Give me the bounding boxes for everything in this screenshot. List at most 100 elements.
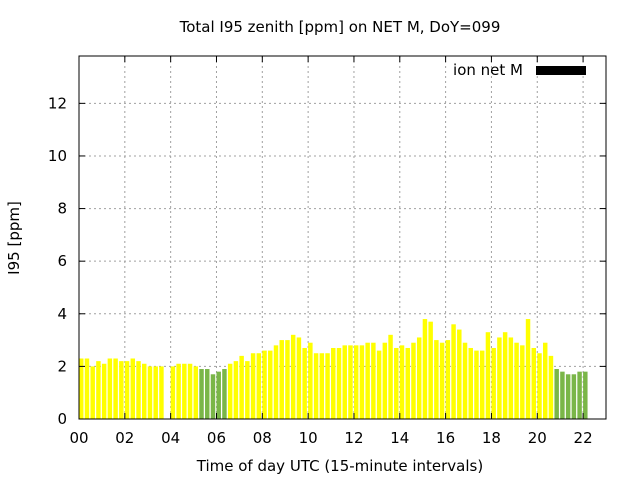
bar (331, 347, 336, 419)
bar (583, 371, 588, 419)
chart-grid (79, 56, 606, 419)
bar (107, 358, 113, 419)
chart-bars (79, 319, 588, 419)
bar (313, 353, 319, 419)
bar (542, 342, 548, 419)
y-tick-label: 8 (57, 200, 67, 218)
bar (182, 363, 187, 419)
bar (159, 366, 164, 419)
bar (502, 332, 508, 419)
bar (571, 374, 577, 419)
bar (411, 342, 416, 419)
bar (193, 366, 199, 419)
y-tick-label: 4 (57, 305, 67, 323)
bar (462, 342, 468, 419)
bar (176, 363, 181, 419)
bar (560, 371, 565, 419)
bar (382, 342, 388, 419)
bar (548, 355, 554, 419)
bar (290, 334, 296, 419)
legend-swatch (536, 66, 586, 75)
bar (388, 334, 393, 419)
bar (319, 353, 325, 419)
bar (250, 353, 256, 419)
bar (508, 337, 514, 419)
bar (348, 345, 353, 419)
bar (268, 350, 273, 419)
x-tick-label: 16 (436, 429, 455, 447)
y-tick-label: 0 (57, 410, 67, 428)
x-tick-label: 08 (253, 429, 272, 447)
bar (445, 340, 451, 419)
bar (434, 340, 439, 419)
bar (222, 369, 227, 419)
bar (514, 342, 519, 419)
bar (353, 345, 359, 419)
legend: ion net M (453, 61, 586, 79)
bar (170, 366, 176, 419)
bar (497, 337, 502, 419)
bar (342, 345, 347, 419)
y-axis-label: I95 [ppm] (5, 201, 23, 275)
bar (428, 321, 433, 419)
bar (336, 347, 342, 419)
x-tick-label: 06 (207, 429, 226, 447)
y-tick-label: 12 (48, 94, 67, 112)
x-tick-label: 14 (390, 429, 409, 447)
bar (285, 340, 290, 419)
bar (359, 345, 365, 419)
bar (136, 361, 141, 419)
x-tick-label: 12 (344, 429, 363, 447)
bar (565, 374, 571, 419)
y-tick-label: 6 (57, 252, 67, 270)
bar (537, 353, 542, 419)
x-tick-label: 22 (574, 429, 593, 447)
bar (451, 324, 456, 419)
x-axis-label: Time of day UTC (15-minute intervals) (196, 457, 483, 475)
bar (422, 319, 428, 419)
bar (205, 369, 210, 419)
bar (130, 358, 136, 419)
bar (256, 353, 262, 419)
bar (210, 374, 216, 419)
bar (119, 361, 124, 419)
bar (468, 347, 473, 419)
bar (474, 350, 479, 419)
bar (479, 350, 485, 419)
bar (520, 345, 525, 419)
plot-frame (78, 55, 607, 420)
bar (233, 361, 239, 419)
bar (439, 342, 445, 419)
x-tick-label: 18 (482, 429, 501, 447)
bar (457, 329, 462, 419)
bar (147, 366, 153, 419)
bar (531, 347, 537, 419)
bar (216, 371, 221, 419)
bar (262, 350, 267, 419)
x-tick-label: 00 (69, 429, 88, 447)
bar (79, 358, 84, 419)
bar (376, 350, 382, 419)
y-tick-label: 2 (57, 357, 67, 375)
bar (399, 345, 405, 419)
chart-ticks (78, 56, 606, 420)
bar (153, 366, 158, 419)
bar (325, 353, 330, 419)
bar (142, 363, 147, 419)
bar (279, 340, 284, 419)
bar (554, 369, 559, 419)
bar (187, 363, 193, 419)
bar (199, 369, 204, 419)
x-tick-labels: 00 02 04 06 08 10 12 14 16 18 20 22 (69, 429, 592, 447)
bar (485, 332, 491, 419)
bar (124, 361, 130, 419)
bar (273, 345, 279, 419)
bar (371, 342, 376, 419)
bar (525, 319, 531, 419)
x-tick-label: 10 (299, 429, 318, 447)
bar (239, 355, 244, 419)
bar (113, 358, 118, 419)
bar (308, 342, 313, 419)
bar (245, 361, 250, 419)
